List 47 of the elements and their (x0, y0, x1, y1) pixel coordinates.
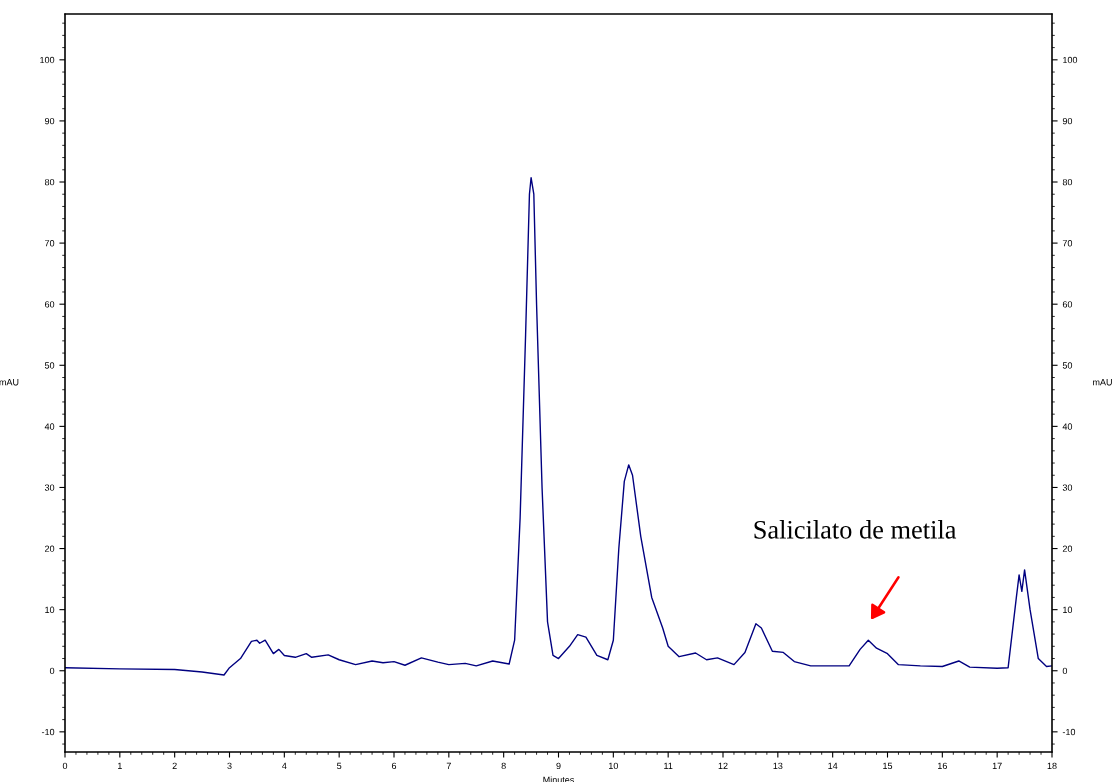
x-tick-label: 0 (62, 762, 68, 770)
x-tick-label: 17 (992, 762, 1002, 769)
x-tick-label: 12 (718, 762, 728, 769)
x-tick-label: 7 (446, 762, 451, 769)
x-tick-label: 14 (828, 762, 838, 769)
y2-tick-label: 70 (1062, 240, 1073, 247)
y-tick-label: 0 (49, 667, 55, 675)
x-tick-label: 8 (501, 762, 506, 770)
y-tick-label: 100 (40, 56, 55, 64)
y2-axis-title: mAU (1093, 379, 1112, 386)
x-tick-label: 3 (227, 762, 232, 770)
y-axis-title: mAU (0, 379, 19, 386)
x-tick-label: 10 (609, 762, 618, 770)
x-tick-label: 2 (172, 762, 177, 769)
y2-tick-label: 30 (1062, 484, 1073, 491)
y-tick-label: 40 (44, 423, 55, 430)
y2-tick-label: 60 (1062, 301, 1073, 308)
y-tick-label: 90 (44, 117, 55, 125)
y-tick-label: -10 (41, 728, 55, 736)
y2-tick-label: 100 (1063, 56, 1078, 64)
annotation: Salicilato de metila (754, 520, 957, 539)
y2-tick-label: 0 (1062, 667, 1068, 675)
x-tick-label: 1 (118, 762, 122, 769)
y-tick-label: 10 (45, 606, 55, 614)
y-tick-label: 50 (44, 362, 55, 369)
y2-tick-label: 10 (1063, 606, 1073, 614)
x-tick-label: 5 (337, 762, 342, 770)
x-tick-label: 15 (883, 762, 893, 770)
y2-tick-label: 40 (1062, 423, 1073, 430)
y2-tick-label: 50 (1062, 362, 1073, 369)
x-tick-label: 11 (664, 762, 673, 769)
y-tick-label: 20 (45, 545, 55, 552)
x-tick-label: 16 (938, 762, 947, 770)
x-tick-label: 13 (773, 762, 783, 770)
y-tick-label: 60 (45, 301, 55, 308)
y-tick-label: 70 (45, 240, 55, 247)
y2-tick-label: 80 (1062, 178, 1073, 186)
x-tick-label: 4 (282, 762, 287, 769)
x-tick-label: 18 (1047, 762, 1057, 770)
y2-tick-label: 20 (1062, 545, 1073, 552)
x-tick-label: 6 (391, 762, 397, 770)
y-tick-label: 80 (44, 178, 55, 186)
line-series (65, 177, 1052, 676)
y-tick-label: 30 (44, 484, 55, 491)
y2-tick-label: 90 (1062, 117, 1073, 125)
x-tick-label: 9 (556, 762, 561, 770)
y2-tick-label: -10 (1062, 728, 1076, 736)
